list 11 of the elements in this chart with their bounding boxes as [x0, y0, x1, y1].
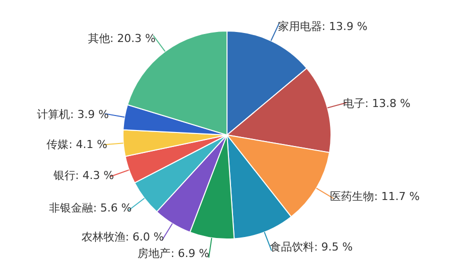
- slice-label: 电子: 13.8 %: [342, 97, 410, 110]
- slice-label: 家用电器: 13.9 %: [278, 20, 368, 33]
- slice-label: 计算机: 3.9 %: [37, 108, 109, 121]
- slice-label: 传媒: 4.1 %: [46, 138, 108, 151]
- slice-label: 非银金融: 5.6 %: [49, 201, 132, 214]
- slice-label: 房地产: 6.9 %: [138, 247, 210, 260]
- slice-label: 农林牧渔: 6.0 %: [81, 230, 164, 244]
- slice-label: 医药生物: 11.7 %: [330, 190, 420, 203]
- slice-label: 其他: 20.3 %: [88, 32, 156, 46]
- slice-label: 银行: 4.3 %: [52, 168, 114, 182]
- slice-label: 食品饮料: 9.5 %: [270, 240, 353, 254]
